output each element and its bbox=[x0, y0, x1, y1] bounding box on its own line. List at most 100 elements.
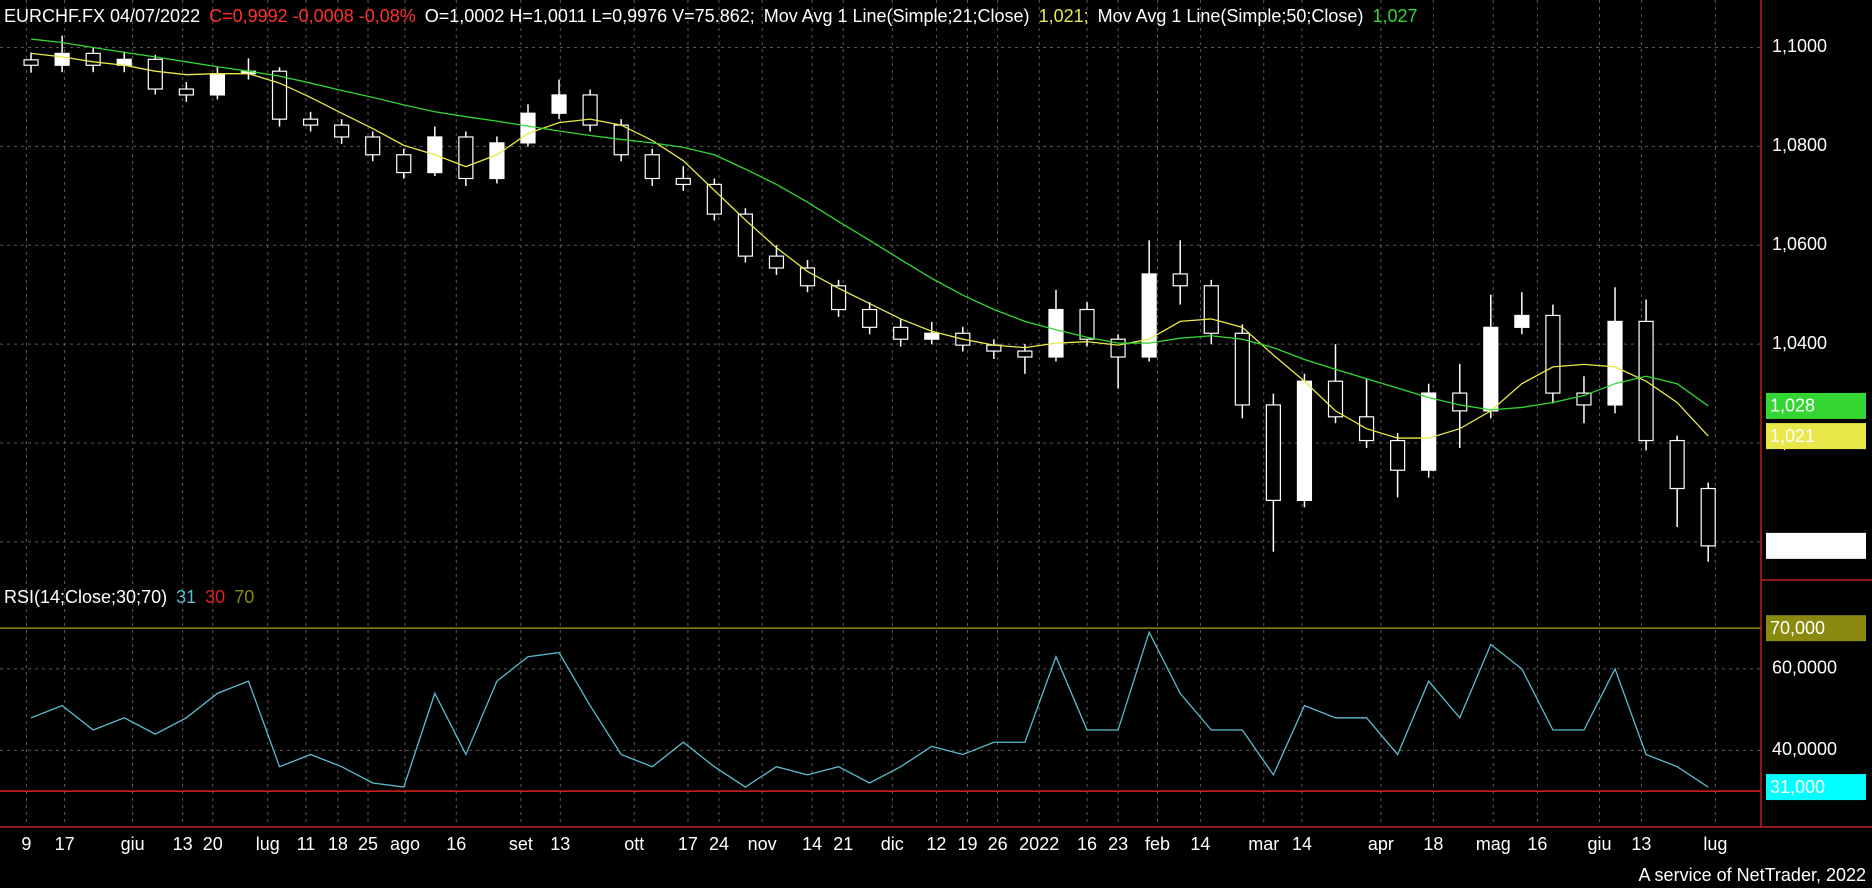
candle-body bbox=[520, 112, 536, 144]
candle-body bbox=[396, 154, 412, 174]
candle-body bbox=[644, 154, 660, 180]
legend-value: 31 bbox=[176, 587, 196, 607]
candle-body bbox=[737, 213, 753, 257]
x-tick-label: 26 bbox=[988, 834, 1008, 854]
moving-average bbox=[30, 52, 1709, 439]
candle-body bbox=[365, 136, 381, 156]
candle-body bbox=[489, 142, 505, 180]
value-box-label: 1,021 bbox=[1770, 426, 1815, 446]
candle-body bbox=[1545, 314, 1561, 394]
candle-body bbox=[1669, 439, 1685, 490]
value-box-label: 31,000 bbox=[1770, 777, 1825, 797]
x-tick-label: 21 bbox=[833, 834, 853, 854]
y-tick-label: 40,0000 bbox=[1772, 739, 1837, 759]
candle-body bbox=[209, 73, 226, 96]
candle-body bbox=[1296, 380, 1313, 501]
x-tick-label: 13 bbox=[1631, 834, 1651, 854]
symbol: EURCHF.FX 04/07/2022 bbox=[4, 6, 200, 26]
candle-body bbox=[1483, 326, 1499, 412]
x-tick-label: 16 bbox=[1077, 834, 1097, 854]
candle-body bbox=[768, 255, 785, 269]
candle-body bbox=[54, 52, 70, 66]
x-tick-label: mag bbox=[1476, 834, 1511, 854]
legend-value: 70 bbox=[234, 587, 254, 607]
value-box bbox=[1766, 532, 1866, 559]
moving-average bbox=[30, 38, 1709, 411]
x-tick-label: lug bbox=[1703, 834, 1727, 854]
legend-value: 1,027 bbox=[1372, 6, 1417, 26]
rsi-line bbox=[30, 630, 1709, 788]
y-tick-label: 60,0000 bbox=[1772, 658, 1837, 678]
candle-body bbox=[1576, 392, 1592, 406]
candle-body bbox=[1203, 285, 1219, 334]
rsi-header: RSI(14;Close;30;70) 31 30 70 bbox=[4, 587, 254, 607]
value-box-label: 1,028 bbox=[1770, 396, 1815, 416]
candle-body bbox=[458, 136, 474, 180]
x-tick-label: 12 bbox=[926, 834, 946, 854]
y-tick-label: 1,1000 bbox=[1772, 36, 1827, 56]
candle-body bbox=[551, 94, 567, 114]
x-tick-label: 13 bbox=[550, 834, 570, 854]
x-tick-label: 14 bbox=[1292, 834, 1312, 854]
candle-body bbox=[1079, 308, 1095, 340]
x-tick-label: 18 bbox=[1423, 834, 1443, 854]
x-tick-label: 18 bbox=[328, 834, 348, 854]
quote: C=0,9992 -0,0008 -0,08% bbox=[209, 6, 416, 26]
candle-body bbox=[302, 118, 319, 126]
x-tick-label: 24 bbox=[709, 834, 729, 854]
candle-body bbox=[1514, 314, 1530, 328]
candle-body bbox=[1452, 392, 1468, 412]
x-tick-label: 19 bbox=[957, 834, 977, 854]
candle-body bbox=[706, 183, 722, 215]
x-tick-label: apr bbox=[1368, 834, 1394, 854]
x-tick-label: 25 bbox=[358, 834, 378, 854]
candle-body bbox=[830, 285, 847, 311]
x-tick-label: 14 bbox=[1190, 834, 1210, 854]
candle-body bbox=[1421, 392, 1437, 471]
x-tick-label: 2022 bbox=[1019, 834, 1059, 854]
candle-body bbox=[1048, 308, 1064, 358]
candle-body bbox=[799, 267, 816, 287]
y-tick-label: 1,0800 bbox=[1772, 135, 1827, 155]
candle-body bbox=[1700, 487, 1716, 547]
value-box bbox=[1766, 774, 1866, 801]
value-box bbox=[1766, 392, 1866, 419]
marks bbox=[0, 35, 1761, 792]
legend-value: 30 bbox=[205, 587, 225, 607]
candle-body bbox=[675, 177, 691, 186]
value-box-label: 0,9992 bbox=[1770, 536, 1825, 556]
candle-body bbox=[924, 332, 940, 340]
value-box bbox=[1766, 615, 1866, 642]
candle-body bbox=[85, 52, 101, 66]
legend-name: Mov Avg 1 Line(Simple;50;Close) bbox=[1098, 6, 1364, 26]
ohlv: O=1,0002 H=1,0011 L=0,9976 V=75.862; bbox=[425, 6, 755, 26]
candle-body bbox=[1607, 320, 1623, 406]
candle-body bbox=[334, 124, 350, 138]
footer: A service of NetTrader, 2022 bbox=[1639, 865, 1866, 885]
x-tick-label: nov bbox=[748, 834, 777, 854]
x-tick-label: 17 bbox=[55, 834, 75, 854]
y-tick-label: 1,0600 bbox=[1772, 234, 1827, 254]
x-tick-label: 13 bbox=[173, 834, 193, 854]
x-tick-label: lug bbox=[256, 834, 280, 854]
candle-body bbox=[147, 58, 163, 90]
rsi-title: RSI(14;Close;30;70) bbox=[4, 587, 167, 607]
x-tick-label: 16 bbox=[446, 834, 466, 854]
x-tick-label: giu bbox=[1587, 834, 1611, 854]
candle-body bbox=[1390, 439, 1406, 471]
value-box bbox=[1766, 423, 1866, 450]
labels: 1,00001,02001,04001,06001,08001,100040,0… bbox=[21, 36, 1866, 854]
legend-name: Mov Avg 1 Line(Simple;21;Close) bbox=[764, 6, 1030, 26]
value-box-label: 70,000 bbox=[1770, 618, 1825, 638]
candle-body bbox=[1141, 273, 1157, 358]
x-tick-label: 17 bbox=[678, 834, 698, 854]
candle-body bbox=[1017, 350, 1033, 358]
x-tick-label: 9 bbox=[21, 834, 31, 854]
candle-body bbox=[23, 59, 39, 66]
candle-body bbox=[1172, 273, 1188, 287]
x-tick-label: ago bbox=[390, 834, 420, 854]
candle-body bbox=[178, 88, 194, 96]
x-tick-label: 16 bbox=[1527, 834, 1547, 854]
